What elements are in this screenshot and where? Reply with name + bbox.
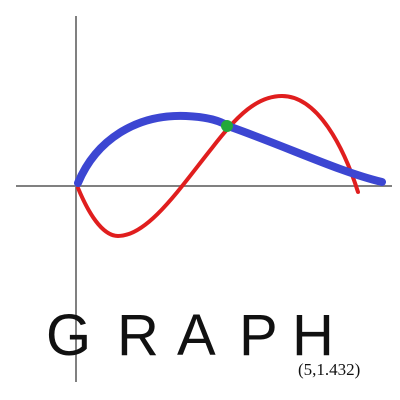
title-letter-a: A	[177, 303, 216, 368]
red-curve	[76, 93, 360, 239]
intersection-point	[221, 120, 233, 132]
title-letter-r: R	[117, 303, 159, 368]
title-letter-g: G	[46, 303, 91, 368]
blue-curve	[74, 111, 386, 187]
point-coordinate-label: (5,1.432)	[298, 360, 360, 379]
title-letter-h: H	[292, 303, 334, 368]
title-letter-p: P	[239, 303, 278, 368]
